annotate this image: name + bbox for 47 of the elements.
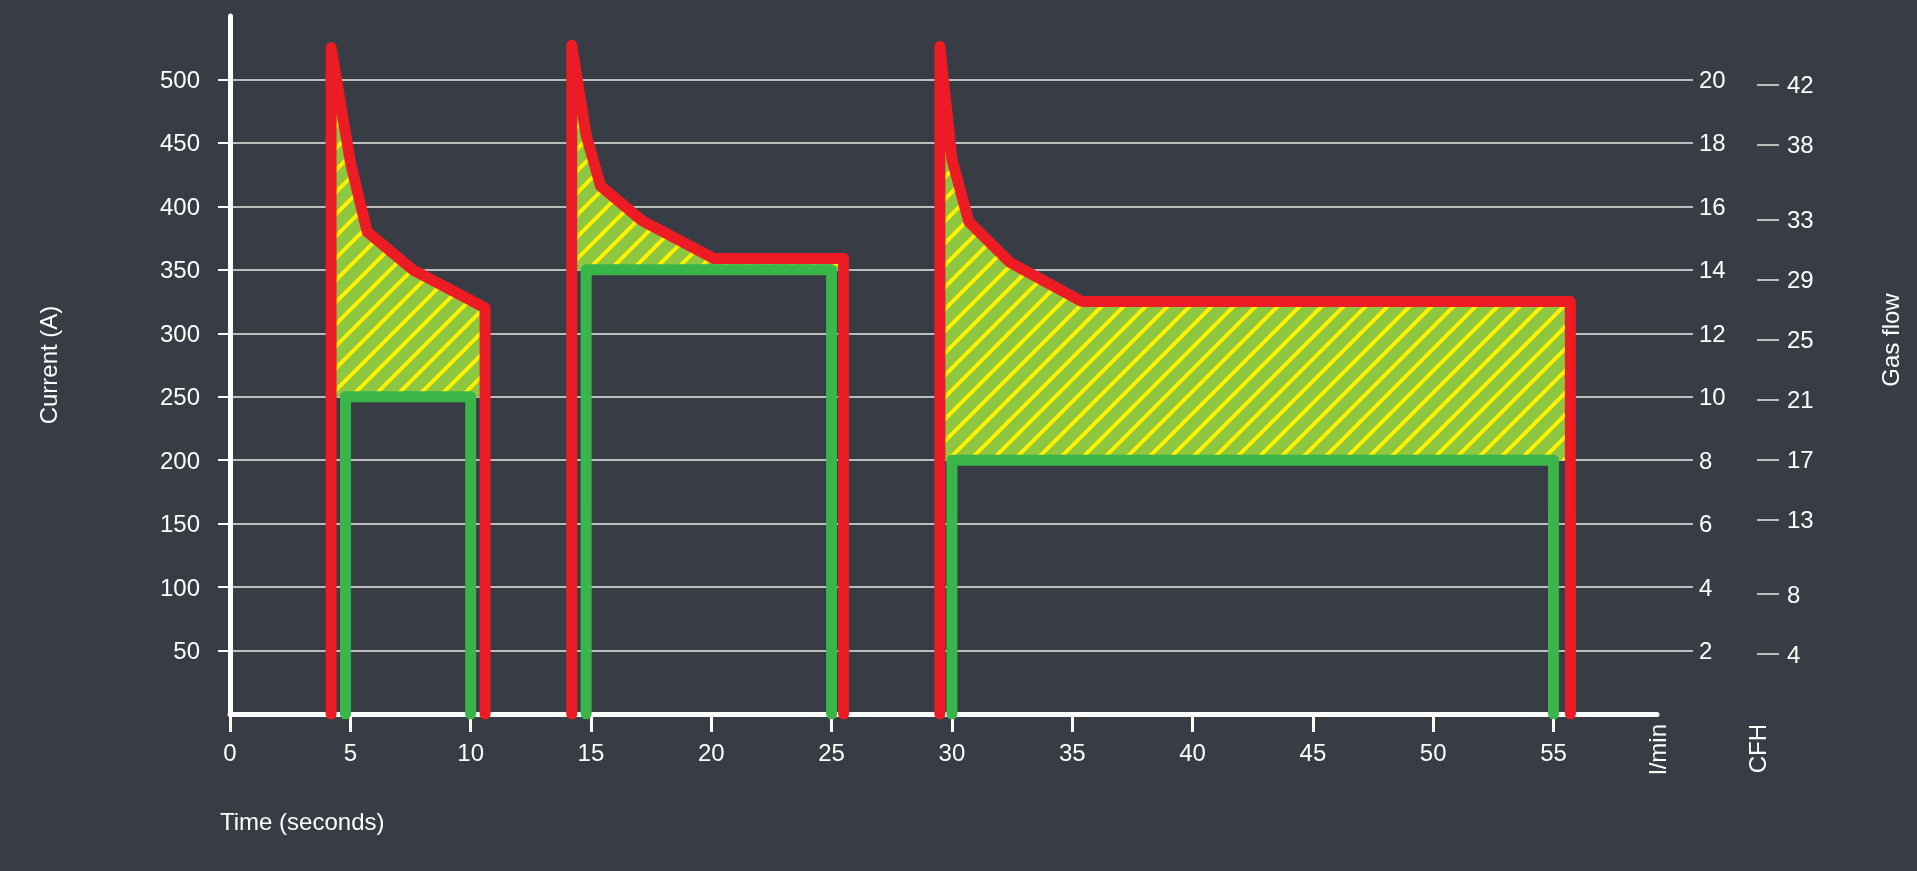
- y3-tick-label: 29: [1787, 266, 1814, 294]
- y-tick-label: 250: [159, 383, 200, 411]
- y2-tick-label: 6: [1699, 510, 1713, 538]
- y-tick-label: 100: [159, 573, 200, 601]
- x-tick-label: 5: [343, 738, 357, 766]
- y-tick-label: 500: [159, 65, 200, 93]
- y2-tick-label: 14: [1699, 256, 1726, 284]
- y2-tick-label: 4: [1699, 573, 1713, 601]
- y-axis-title: Current (A): [34, 305, 62, 425]
- x-tick-label: 0: [223, 738, 237, 766]
- x-tick-label: 50: [1419, 738, 1447, 766]
- y3-tick-label: 42: [1787, 71, 1814, 99]
- y-tick-label: 200: [159, 446, 200, 474]
- y3-tick-label: 13: [1787, 505, 1814, 533]
- y3-tick-label: 21: [1787, 385, 1814, 413]
- y-tick-label: 300: [159, 319, 200, 347]
- text: Gas flow: [1876, 292, 1904, 387]
- y2-tick-label: 10: [1699, 383, 1726, 411]
- x-tick-label: 15: [577, 738, 605, 766]
- y-tick-label: 450: [159, 129, 200, 157]
- y2-tick-label: 20: [1699, 65, 1726, 93]
- x-tick-label: 45: [1299, 738, 1327, 766]
- y2-axis-title: l/min: [1643, 724, 1671, 775]
- x-tick-label: 40: [1179, 738, 1206, 766]
- x-tick-label: 55: [1540, 738, 1567, 766]
- y3-tick-label: 33: [1787, 206, 1814, 234]
- y2-tick-label: 18: [1699, 129, 1726, 157]
- y3-tick-label: 17: [1787, 445, 1814, 473]
- y3-tick-label: 25: [1787, 326, 1814, 354]
- y3-tick-label: 4: [1787, 640, 1801, 668]
- x-tick-label: 10: [457, 738, 484, 766]
- x-tick-label: 20: [697, 738, 725, 766]
- y-tick-label: 400: [159, 192, 200, 220]
- x-tick-label: 25: [818, 738, 845, 766]
- y2-tick-label: 12: [1699, 319, 1726, 347]
- y-tick-label: 350: [159, 256, 200, 284]
- y3-tick-label: 38: [1787, 131, 1814, 159]
- x-axis-title: Time (seconds): [220, 807, 385, 835]
- y3-tick-label: 8: [1787, 580, 1801, 608]
- x-tick-label: 35: [1058, 738, 1086, 766]
- x-tick-label: 30: [938, 738, 966, 766]
- y2-tick-label: 2: [1699, 637, 1713, 665]
- y3-axis-title: CFH: [1743, 724, 1771, 774]
- y2-tick-label: 16: [1699, 192, 1726, 220]
- y-tick-label: 50: [173, 637, 200, 665]
- y2-tick-label: 8: [1699, 446, 1713, 474]
- y-tick-label: 150: [159, 510, 200, 538]
